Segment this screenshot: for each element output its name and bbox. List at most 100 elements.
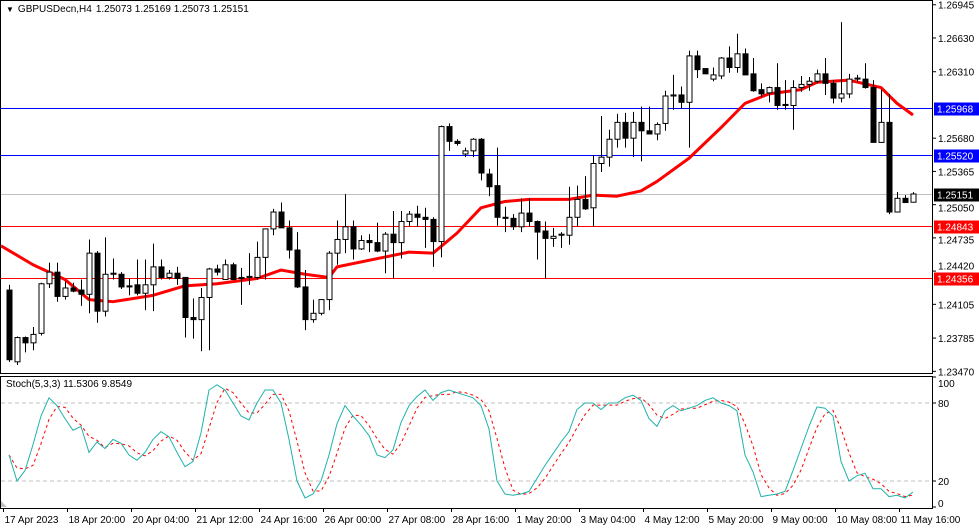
stochastic-d-value: 9.8549 [101, 379, 133, 390]
bear-candle [446, 126, 453, 142]
bear-candle [830, 82, 837, 99]
bull-candle [198, 296, 205, 321]
current-price-label: 1.25151 [937, 191, 974, 202]
bull-candle [38, 283, 45, 334]
bull-candle [342, 226, 349, 240]
bear-candle [774, 87, 781, 106]
candles [6, 22, 917, 365]
bear-candle [582, 198, 589, 210]
price-tick-label: 1.24105 [938, 300, 975, 311]
stoch-main-line [8, 384, 914, 499]
bull-candle [166, 272, 173, 278]
price-tick-label: 1.25050 [938, 204, 975, 215]
price-tick-label: 1.25365 [938, 167, 975, 178]
bear-candle [390, 233, 397, 244]
bull-candle [270, 211, 277, 230]
bear-candle [278, 211, 285, 229]
bull-candle [566, 216, 573, 236]
time-tick-label: 11 May 16:00 [901, 515, 961, 526]
bull-candle [30, 333, 37, 344]
bull-candle [662, 95, 669, 124]
stochastic-k-value: 11.5306 [63, 379, 99, 390]
time-tick-label: 10 May 08:00 [837, 515, 898, 526]
bear-candle [750, 73, 757, 92]
bull-candle [630, 121, 637, 139]
stochastic-panel [1, 384, 932, 499]
stochastic-label: Stoch(5,3,3) 11.5306 9.8549 [6, 379, 132, 390]
stoch-signal-line [8, 387, 914, 498]
bear-candle [190, 317, 197, 321]
bull-candle [262, 228, 269, 258]
bull-candle [590, 163, 597, 209]
bull-candle [838, 93, 845, 99]
level-price-label: 1.25520 [937, 152, 974, 163]
time-tick-label: 27 Apr 08:00 [389, 515, 446, 526]
bull-candle [206, 268, 213, 298]
time-tick-label: 4 May 12:00 [645, 515, 700, 526]
bear-candle [294, 249, 301, 288]
bear-candle [726, 57, 733, 69]
bear-candle [430, 218, 437, 243]
main-panel-frame [0, 0, 933, 374]
bear-candle [782, 103, 789, 106]
bull-candle [598, 156, 605, 165]
bear-candle [174, 272, 181, 279]
bear-candle [694, 55, 701, 71]
bull-candle [382, 233, 389, 252]
bull-candle [550, 235, 557, 239]
bear-candle [374, 242, 381, 252]
bull-candle [878, 121, 885, 143]
bull-candle [254, 256, 261, 278]
price-tick-label: 1.26630 [938, 34, 975, 45]
bull-candle [406, 213, 413, 223]
bear-candle [742, 53, 749, 76]
price-tick-label: 1.25680 [938, 134, 975, 145]
bear-candle [158, 266, 165, 278]
bull-candle [806, 80, 813, 85]
bull-candle [326, 252, 333, 301]
bear-candle [422, 216, 429, 220]
bull-candle [854, 77, 861, 80]
bear-candle [302, 286, 309, 321]
bear-candle [542, 230, 549, 239]
bear-candle [678, 94, 685, 103]
bull-candle [654, 123, 661, 135]
bull-candle [62, 287, 69, 297]
bull-candle [334, 238, 341, 254]
price-tick-label: 1.24735 [938, 236, 975, 247]
bear-candle [478, 138, 485, 174]
bull-candle [310, 312, 317, 321]
time-tick-label: 1 May 20:00 [517, 515, 572, 526]
bear-candle [526, 212, 533, 223]
bull-candle [558, 233, 565, 236]
level-price-label: 1.25968 [937, 105, 974, 116]
triangle-down-icon[interactable]: ▼ [6, 5, 14, 14]
bear-candle [638, 121, 645, 132]
bull-candle [150, 266, 157, 286]
bull-candle [102, 273, 109, 312]
bear-candle [6, 289, 13, 361]
current-price-badge [934, 188, 979, 202]
bear-candle [54, 271, 61, 297]
bear-candle [118, 273, 125, 288]
bull-candle [718, 57, 725, 77]
symbol-timeframe: GBPUSDecn,H4 [17, 4, 92, 15]
price-tick-label: 1.26945 [938, 1, 975, 12]
price-tick-label: 1.24420 [938, 262, 975, 273]
bull-candle [222, 264, 229, 281]
bull-candle [790, 87, 797, 106]
bear-candle [870, 87, 877, 143]
bear-candle [94, 252, 101, 312]
ohlc-values: 1.25073 1.25169 1.25073 1.25151 [95, 4, 249, 15]
time-tick-label: 28 Apr 16:00 [453, 515, 510, 526]
scroll-shift-marker [1, 501, 7, 507]
level-price-label: 1.24843 [937, 223, 974, 234]
bear-candle [622, 121, 629, 139]
price-tick-label: 1.23470 [938, 367, 975, 378]
bear-candle [822, 73, 829, 84]
bull-candle [686, 55, 693, 103]
bull-candle [142, 284, 149, 294]
bull-candle [734, 53, 741, 69]
bull-candle [14, 337, 21, 363]
